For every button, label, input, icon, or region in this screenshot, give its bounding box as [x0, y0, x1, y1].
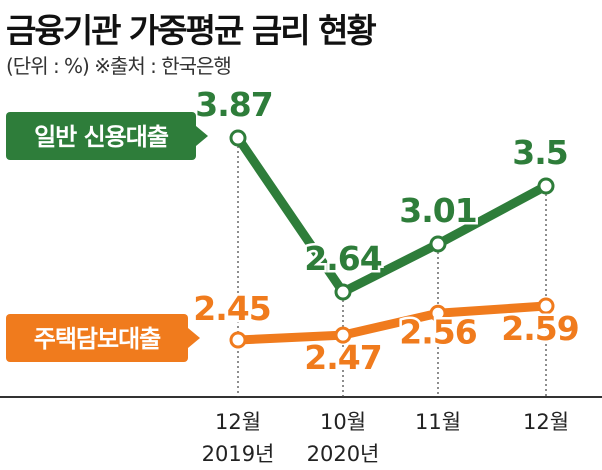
chart-subtitle: (단위 : %) ※출처 : 한국은행 — [6, 54, 232, 78]
series-label-box — [6, 112, 196, 160]
series-label: 일반 신용대출 — [34, 123, 169, 151]
data-point — [229, 331, 247, 349]
x-tick-year-label: 2019년 — [202, 442, 275, 466]
data-point — [537, 177, 555, 195]
data-point — [229, 129, 247, 147]
x-tick-label: 10월 — [320, 410, 366, 434]
data-label: 3.5 — [512, 133, 567, 172]
series-label-arrow — [196, 126, 208, 146]
data-label: 2.45 — [193, 289, 270, 328]
data-point — [429, 235, 447, 253]
data-label: 2.59 — [501, 309, 578, 348]
x-tick-label: 12월 — [215, 410, 261, 434]
series-line-mortgage — [233, 301, 551, 345]
chart-title: 금융기관 가중평균 금리 현황 — [6, 11, 377, 50]
series-label: 주택담보대출 — [34, 325, 161, 353]
x-tick-year-label: 2020년 — [307, 442, 380, 466]
data-label: 2.47 — [304, 338, 381, 377]
data-label: 2.64 — [304, 239, 381, 278]
series-label-arrow — [188, 328, 200, 348]
data-point — [429, 304, 447, 322]
data-point — [334, 326, 352, 344]
data-label: 3.01 — [399, 191, 476, 230]
series-line-credit — [233, 133, 551, 297]
data-point — [537, 297, 555, 315]
data-point — [334, 283, 352, 301]
x-tick-label: 12월 — [523, 410, 569, 434]
data-label: 2.56 — [399, 312, 476, 351]
series-label-box — [6, 314, 188, 362]
x-tick-label: 11월 — [415, 410, 461, 434]
data-label: 3.87 — [195, 85, 272, 124]
